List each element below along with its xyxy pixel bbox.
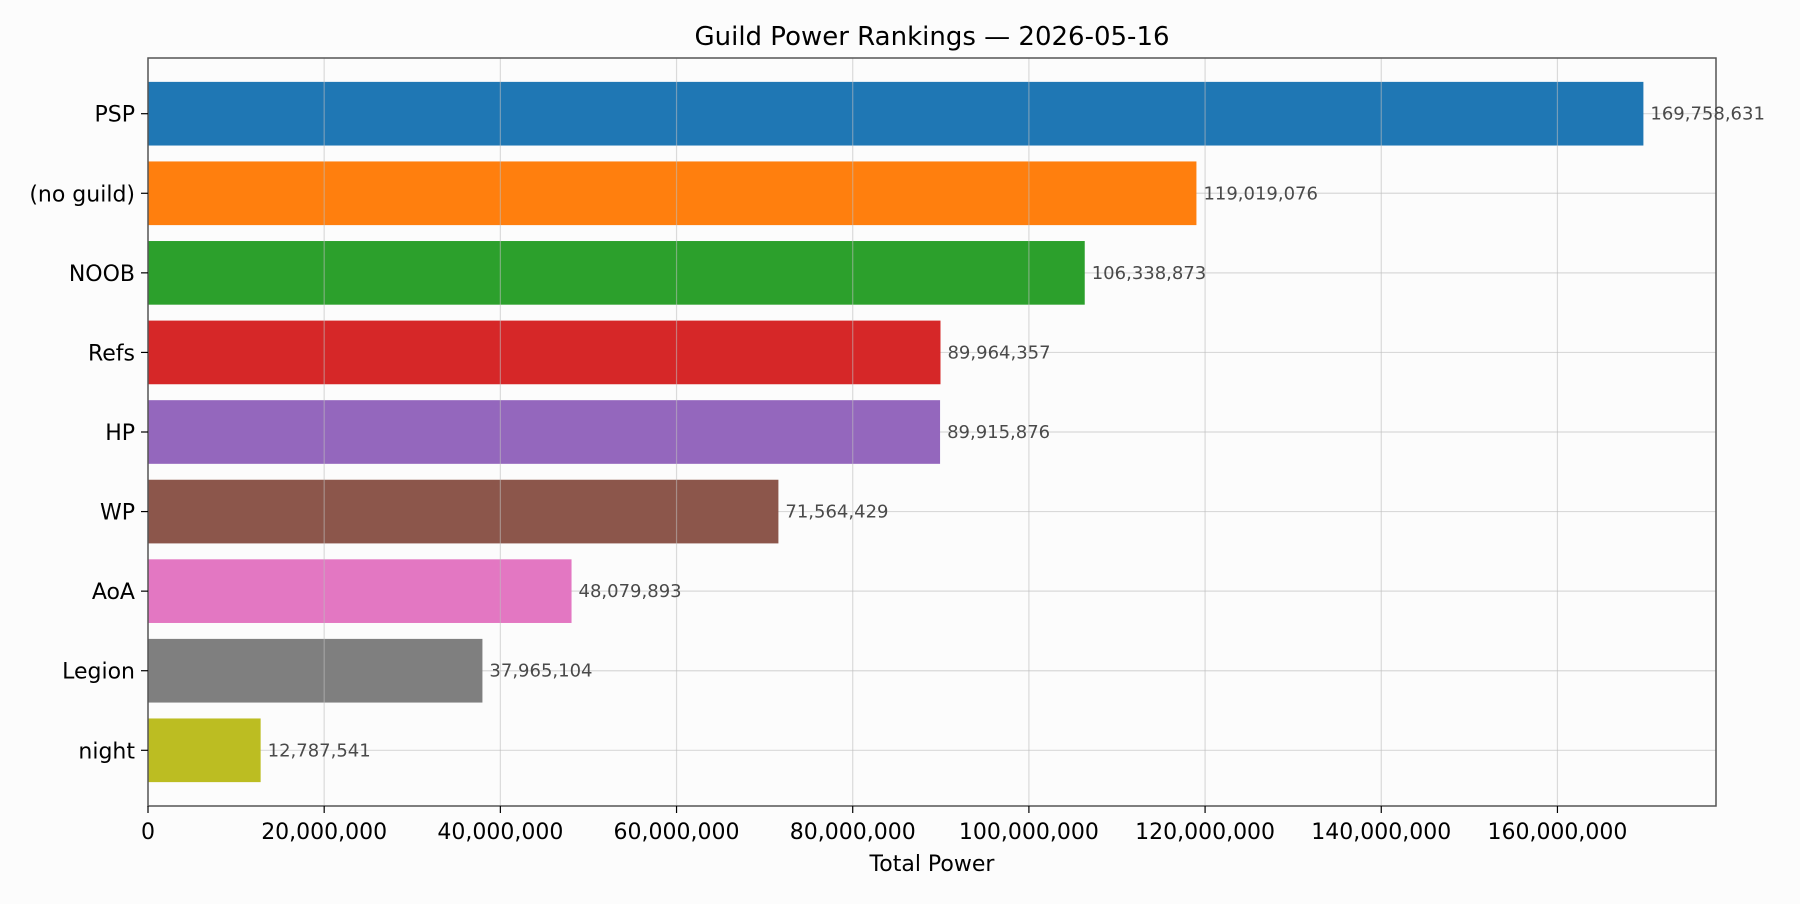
x-tick-label: 100,000,000 [959, 820, 1099, 845]
y-tick-label: (no guild) [29, 182, 135, 207]
value-label: 37,965,104 [489, 661, 592, 682]
y-tick-label: NOOB [69, 262, 135, 287]
value-label: 48,079,893 [579, 581, 682, 602]
value-label: 71,564,429 [785, 502, 888, 523]
y-tick-label: night [78, 739, 135, 764]
bar-wp [148, 479, 779, 544]
value-label: 12,787,541 [268, 740, 371, 761]
bar-noob [148, 241, 1085, 305]
value-labels: 169,758,631 119,019,076 106,338,873 89,964,… [268, 104, 1765, 762]
x-tick-label: 80,000,000 [790, 820, 916, 845]
y-tick-label: WP [100, 501, 135, 526]
value-label: 169,758,631 [1650, 104, 1765, 125]
vertical-grid-overlay [323, 58, 1559, 806]
x-tick-label: 120,000,000 [1135, 820, 1275, 845]
y-tick-label: Legion [62, 660, 135, 685]
y-tick-label: Refs [88, 341, 135, 366]
x-tick-label: 40,000,000 [437, 820, 563, 845]
bar-night [148, 718, 261, 783]
y-tick-label: AoA [92, 580, 135, 605]
bar-aoa [148, 559, 572, 623]
x-tick-label: 140,000,000 [1311, 820, 1451, 845]
x-tick-label: 60,000,000 [614, 820, 740, 845]
y-axis-ticks: PSP (no guild) NOOB Refs HP WP AoA Legion night [29, 103, 148, 764]
x-tick-label: 160,000,000 [1487, 820, 1627, 845]
bar-psp [148, 81, 1644, 146]
bars [148, 81, 1644, 783]
bar-legion [148, 638, 483, 703]
value-label: 119,019,076 [1203, 183, 1318, 204]
x-axis-label: Total Power [869, 852, 996, 877]
x-tick-label: 0 [141, 820, 155, 845]
bar-no-guild [148, 161, 1197, 226]
bar-refs [148, 320, 941, 385]
value-label: 89,915,876 [947, 422, 1050, 443]
y-tick-label: HP [105, 421, 135, 446]
value-label: 89,964,357 [947, 342, 1050, 363]
chart-title: Guild Power Rankings — 2026-05-16 [694, 22, 1169, 52]
y-tick-label: PSP [95, 103, 136, 128]
bar-hp [148, 400, 941, 464]
x-tick-label: 20,000,000 [261, 820, 387, 845]
value-label: 106,338,873 [1092, 263, 1207, 284]
x-axis-ticks: 0 20,000,000 40,000,000 60,000,000 80,000,00… [141, 806, 1627, 845]
